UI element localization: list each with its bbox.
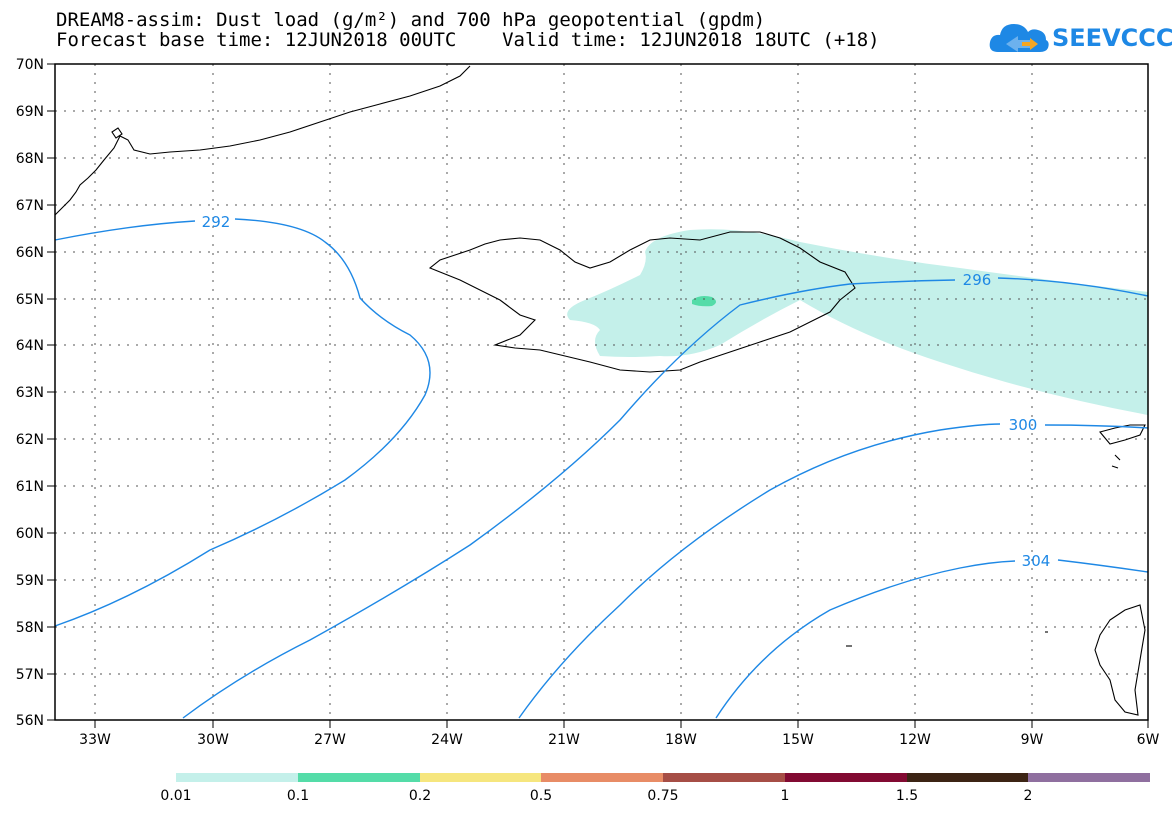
lat-label: 66N <box>16 245 44 261</box>
lat-label: 70N <box>16 57 44 73</box>
longitude-labels: 33W 30W 27W 24W 21W 18W 15W 12W 9W 6W <box>79 732 1159 748</box>
lon-label: 18W <box>665 732 697 748</box>
colorbar-label: 2 <box>1024 788 1033 804</box>
lon-label: 30W <box>197 732 229 748</box>
contour-label-300: 300 <box>1009 416 1038 434</box>
latitude-labels: 70N 69N 68N 67N 66N 65N 64N 63N 62N 61N … <box>16 57 44 729</box>
lat-label: 63N <box>16 385 44 401</box>
colorbar-label: 0.1 <box>287 788 309 804</box>
lat-label: 59N <box>16 573 44 589</box>
lon-label: 27W <box>314 732 346 748</box>
lat-label: 61N <box>16 479 44 495</box>
lat-label: 68N <box>16 151 44 167</box>
lon-label: 21W <box>548 732 580 748</box>
lat-label: 62N <box>16 432 44 448</box>
contour-label-296: 296 <box>963 271 992 289</box>
grid <box>55 64 1148 720</box>
colorbar-label: 0.01 <box>160 788 191 804</box>
colorbar: 0.01 0.1 0.2 0.5 0.75 1 1.5 2 <box>160 773 1150 804</box>
contour-label-304: 304 <box>1022 552 1051 570</box>
map-title: DREAM8-assim: Dust load (g/m²) and 700 h… <box>56 9 766 31</box>
colorbar-swatch <box>420 773 541 782</box>
dust-plume-low <box>567 229 1148 415</box>
colorbar-swatch <box>298 773 420 782</box>
contour-304 <box>715 559 1149 719</box>
lat-label: 67N <box>16 198 44 214</box>
lon-label: 12W <box>899 732 931 748</box>
lat-label: 69N <box>16 104 44 120</box>
colorbar-swatch <box>785 773 907 782</box>
colorbar-swatch <box>541 773 663 782</box>
lon-label: 15W <box>782 732 814 748</box>
colorbar-label: 0.75 <box>647 788 678 804</box>
cloud-icon <box>989 24 1049 52</box>
colorbar-swatch <box>663 773 785 782</box>
contour-label-292: 292 <box>202 213 231 231</box>
logo-text: SEEVCCC <box>1052 24 1174 52</box>
colorbar-label: 0.2 <box>409 788 431 804</box>
colorbar-swatch <box>907 773 1028 782</box>
colorbar-label: 0.5 <box>530 788 552 804</box>
lat-label: 60N <box>16 526 44 542</box>
colorbar-swatch <box>1028 773 1150 782</box>
geopotential-contours <box>54 218 1149 719</box>
lat-label: 57N <box>16 667 44 683</box>
lon-label: 24W <box>431 732 463 748</box>
contour-300 <box>518 423 1149 719</box>
map-subtitle: Forecast base time: 12JUN2018 00UTC Vali… <box>56 29 880 51</box>
axis-ticks <box>47 63 1149 728</box>
contour-292 <box>54 218 431 627</box>
colorbar-label: 1.5 <box>896 788 918 804</box>
lat-label: 64N <box>16 338 44 354</box>
colorbar-swatch <box>176 773 298 782</box>
contour-296 <box>182 277 1149 719</box>
lat-label: 56N <box>16 713 44 729</box>
lat-label: 65N <box>16 292 44 308</box>
lat-label: 58N <box>16 620 44 636</box>
seevccc-logo: SEEVCCC <box>988 18 1174 58</box>
lon-label: 6W <box>1137 732 1160 748</box>
dust-plume-mid <box>692 296 716 307</box>
coastlines <box>54 65 1146 716</box>
lon-label: 9W <box>1021 732 1044 748</box>
colorbar-label: 1 <box>781 788 790 804</box>
lon-label: 33W <box>79 732 111 748</box>
